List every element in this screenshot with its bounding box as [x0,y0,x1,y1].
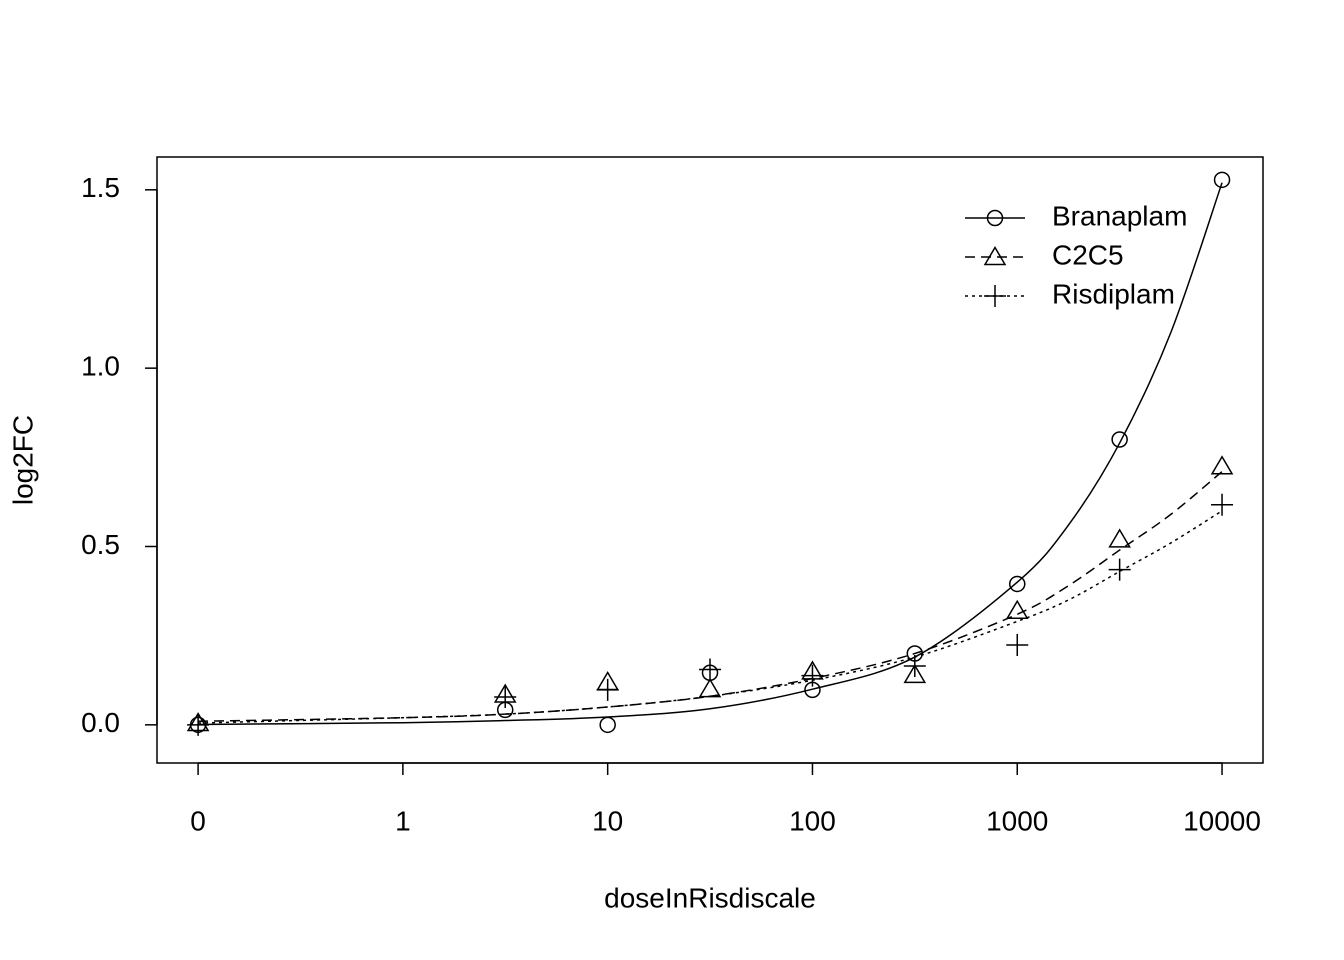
legend-label: Risdiplam [1052,278,1175,309]
point [1009,575,1026,593]
point [1108,528,1131,548]
point [801,664,824,687]
y-axis-label: log2FC [7,415,38,505]
x-tick-label: 10000 [1183,805,1261,836]
point [1213,171,1231,189]
point [599,716,616,734]
x-tick-label: 100 [789,805,836,836]
legend-marker [983,246,1007,266]
legend-marker [984,285,1006,307]
legend-label: Branaplam [1052,200,1187,231]
fit-curve [198,471,1223,723]
point [187,713,210,736]
fit-curve [198,182,1223,726]
point [1111,431,1128,448]
point [699,658,722,681]
x-tick-label: 10 [592,805,623,836]
x-tick-label: 1000 [986,805,1048,836]
x-tick-label: 1 [395,805,411,836]
point [698,678,722,698]
point [903,654,926,677]
point [1006,633,1029,656]
y-tick-label: 1.0 [81,351,120,382]
point [1108,558,1131,581]
point [1211,493,1234,516]
y-tick-label: 0.0 [81,707,120,738]
point [596,678,619,701]
legend-marker [986,209,1004,227]
x-tick-label: 0 [190,805,206,836]
y-tick-label: 1.5 [81,172,120,203]
y-tick-label: 0.5 [81,529,120,560]
point [903,663,927,684]
x-axis-label: doseInRisdiscale [604,882,816,913]
fit-curve [198,510,1223,724]
point [494,686,517,709]
legend-label: C2C5 [1052,239,1124,270]
point [1005,599,1029,619]
point [1210,455,1234,475]
